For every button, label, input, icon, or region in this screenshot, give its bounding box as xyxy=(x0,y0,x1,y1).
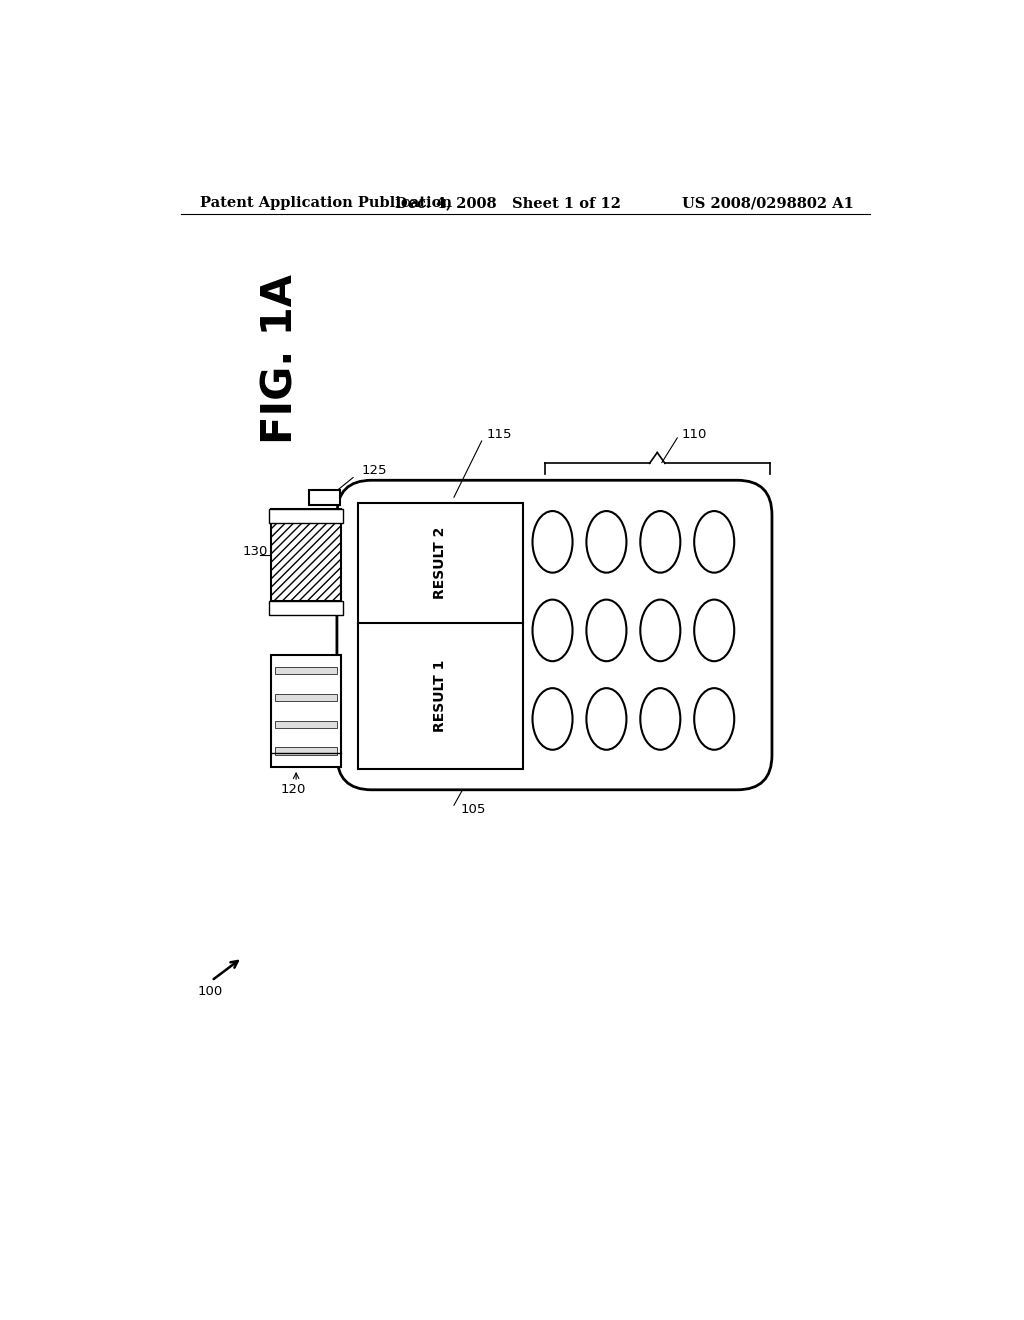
Bar xyxy=(275,693,337,701)
Text: 130: 130 xyxy=(243,545,267,557)
Text: 120: 120 xyxy=(281,783,306,796)
Text: FIG. 1A: FIG. 1A xyxy=(260,273,302,444)
Bar xyxy=(269,601,343,615)
Ellipse shape xyxy=(587,688,627,750)
Ellipse shape xyxy=(532,599,572,661)
Ellipse shape xyxy=(587,599,627,661)
Ellipse shape xyxy=(532,511,572,573)
FancyBboxPatch shape xyxy=(337,480,772,789)
Ellipse shape xyxy=(587,511,627,573)
Ellipse shape xyxy=(640,511,680,573)
Ellipse shape xyxy=(694,599,734,661)
Ellipse shape xyxy=(694,511,734,573)
Bar xyxy=(309,490,340,506)
Text: 115: 115 xyxy=(486,428,512,441)
Text: 100: 100 xyxy=(198,985,223,998)
Bar xyxy=(275,721,337,729)
Text: 105: 105 xyxy=(460,803,485,816)
Ellipse shape xyxy=(640,688,680,750)
Bar xyxy=(271,655,341,767)
Text: RESULT 2: RESULT 2 xyxy=(433,527,447,599)
Bar xyxy=(357,503,523,770)
Bar xyxy=(275,747,337,755)
Text: Dec. 4, 2008   Sheet 1 of 12: Dec. 4, 2008 Sheet 1 of 12 xyxy=(395,197,621,210)
Ellipse shape xyxy=(640,599,680,661)
Ellipse shape xyxy=(694,688,734,750)
Bar xyxy=(275,667,337,675)
Text: 110: 110 xyxy=(682,428,708,441)
Text: Patent Application Publication: Patent Application Publication xyxy=(200,197,452,210)
Text: US 2008/0298802 A1: US 2008/0298802 A1 xyxy=(682,197,854,210)
Text: 125: 125 xyxy=(361,463,387,477)
Ellipse shape xyxy=(532,688,572,750)
Text: RESULT 1: RESULT 1 xyxy=(433,660,447,733)
Bar xyxy=(269,508,343,523)
Bar xyxy=(271,508,341,601)
